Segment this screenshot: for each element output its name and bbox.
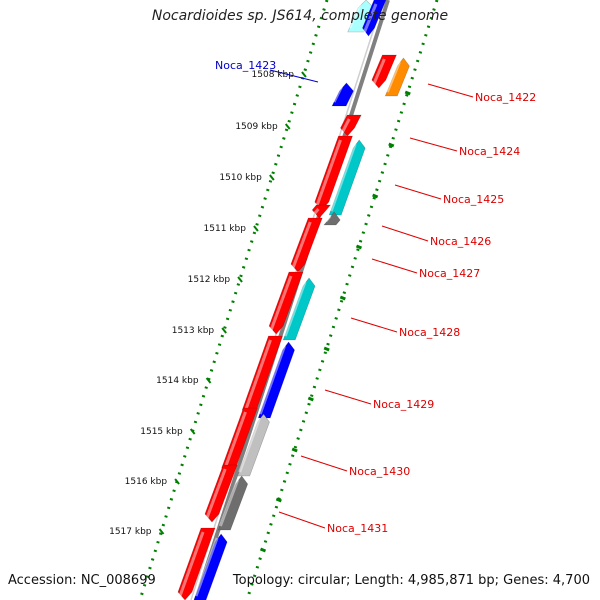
gene-highlight	[258, 345, 286, 415]
scale-tick	[301, 71, 307, 78]
gene-label-noca-1431[interactable]: Noca_1431	[327, 522, 388, 535]
gene-label-noca-1429[interactable]: Noca_1429	[373, 398, 434, 411]
scale-tick	[339, 295, 346, 301]
accession-text: Accession: NC_008699	[8, 573, 156, 588]
gene-red-d[interactable]	[204, 464, 238, 523]
gene-highlight	[332, 86, 343, 103]
scale-label: 1513 kbp	[172, 326, 215, 336]
scale-tick	[237, 276, 243, 283]
scale-label: 1516 kbp	[125, 477, 168, 487]
scale-tick	[269, 174, 275, 181]
gene-label-noca-1424[interactable]: Noca_1424	[459, 145, 520, 158]
gene-red-b[interactable]	[268, 271, 304, 335]
gene-label-leader	[381, 225, 429, 242]
gene-highlight	[385, 61, 401, 93]
scale-label: 1511 kbp	[204, 224, 247, 234]
gene-label-noca-1430[interactable]: Noca_1430	[349, 465, 410, 478]
gene-highlight	[242, 339, 272, 415]
scale-track-left	[138, 0, 329, 600]
gene-noca-1423[interactable]	[331, 82, 354, 107]
gene-highlight	[291, 221, 312, 269]
gene-orange[interactable]	[384, 57, 410, 97]
gene-label-noca-1426[interactable]: Noca_1426	[430, 235, 491, 248]
gene-red-e[interactable]	[177, 527, 216, 600]
gene-highlight	[363, 3, 378, 33]
gene-highlight	[313, 208, 320, 215]
gene-blue-b[interactable]	[257, 341, 295, 419]
topology-text: Topology: circular; Length: 4,985,871 bp…	[232, 573, 590, 588]
scale-tick	[189, 428, 196, 435]
gene-label-noca-1428[interactable]: Noca_1428	[399, 326, 460, 339]
scale-tick	[253, 225, 259, 232]
gene-highlight	[324, 215, 332, 222]
scale-tick	[158, 528, 165, 535]
scale-tick	[355, 244, 363, 250]
gene-label-noca-1425[interactable]: Noca_1425	[443, 193, 504, 206]
scale-tick	[275, 497, 282, 503]
scale-tick	[372, 193, 379, 199]
gene-label-leader	[409, 137, 458, 152]
gene-noca-1431[interactable]	[217, 475, 249, 531]
scale-tick	[323, 346, 330, 352]
scale-tick	[284, 123, 291, 130]
scale-tick	[221, 327, 227, 334]
gene-highlight	[372, 58, 386, 85]
gene-label-leader	[350, 317, 398, 333]
scale-tick	[174, 478, 180, 485]
gene-highlight	[329, 143, 357, 212]
gene-noca-1426[interactable]	[323, 211, 341, 226]
scale-label: 1510 kbp	[219, 173, 262, 183]
scale-label: 1514 kbp	[156, 376, 199, 386]
gene-label-noca-1422[interactable]: Noca_1422	[475, 91, 536, 104]
gene-label-leader	[394, 184, 442, 200]
scale-label: 1508 kbp	[252, 70, 295, 80]
scale-label: 1509 kbp	[235, 122, 278, 132]
scale-tick	[205, 377, 212, 384]
gene-label-leader	[371, 258, 418, 274]
gene-label-leader	[278, 511, 326, 529]
gene-noca-1428[interactable]	[282, 277, 316, 341]
gene-label-noca-1423[interactable]: Noca_1423	[215, 59, 276, 72]
gene-highlight	[238, 417, 261, 473]
gene-highlight	[205, 468, 227, 519]
scale-tick	[259, 547, 267, 553]
gene-highlight	[269, 275, 293, 331]
gene-highlight	[218, 479, 240, 527]
scale-tick	[291, 447, 298, 453]
scale-tick	[404, 90, 411, 96]
gene-noca-1427[interactable]	[290, 217, 323, 273]
gene-label-noca-1427[interactable]: Noca_1427	[419, 267, 480, 280]
scale-label: 1515 kbp	[140, 427, 183, 437]
map-title: Nocardioides sp. JS614, complete genome	[151, 8, 449, 24]
scale-label: 1512 kbp	[188, 275, 231, 285]
gene-highlight	[222, 411, 247, 473]
gene-noca-1425[interactable]	[328, 139, 366, 216]
gene-label-leader	[427, 83, 474, 98]
gene-blue-c[interactable]	[193, 533, 228, 600]
gene-label-leader	[269, 69, 319, 83]
gene-red-small[interactable]	[311, 204, 332, 219]
gene-top-blue[interactable]	[362, 0, 387, 37]
scale-tick	[388, 142, 395, 148]
gene-highlight	[283, 281, 307, 337]
scale-tick	[307, 396, 314, 402]
gene-highlight	[341, 118, 351, 133]
gene-noca-1422[interactable]	[371, 54, 397, 89]
scale-label: 1517 kbp	[109, 527, 152, 537]
gene-highlight	[178, 531, 205, 597]
gene-highlight	[348, 3, 362, 29]
gene-highlight	[315, 139, 342, 207]
gene-label-leader	[324, 389, 372, 405]
gene-label-leader	[300, 455, 348, 472]
gene-noca-1430[interactable]	[237, 413, 270, 477]
gene-noca-1424[interactable]	[340, 114, 362, 137]
gene-highlight	[194, 537, 219, 597]
